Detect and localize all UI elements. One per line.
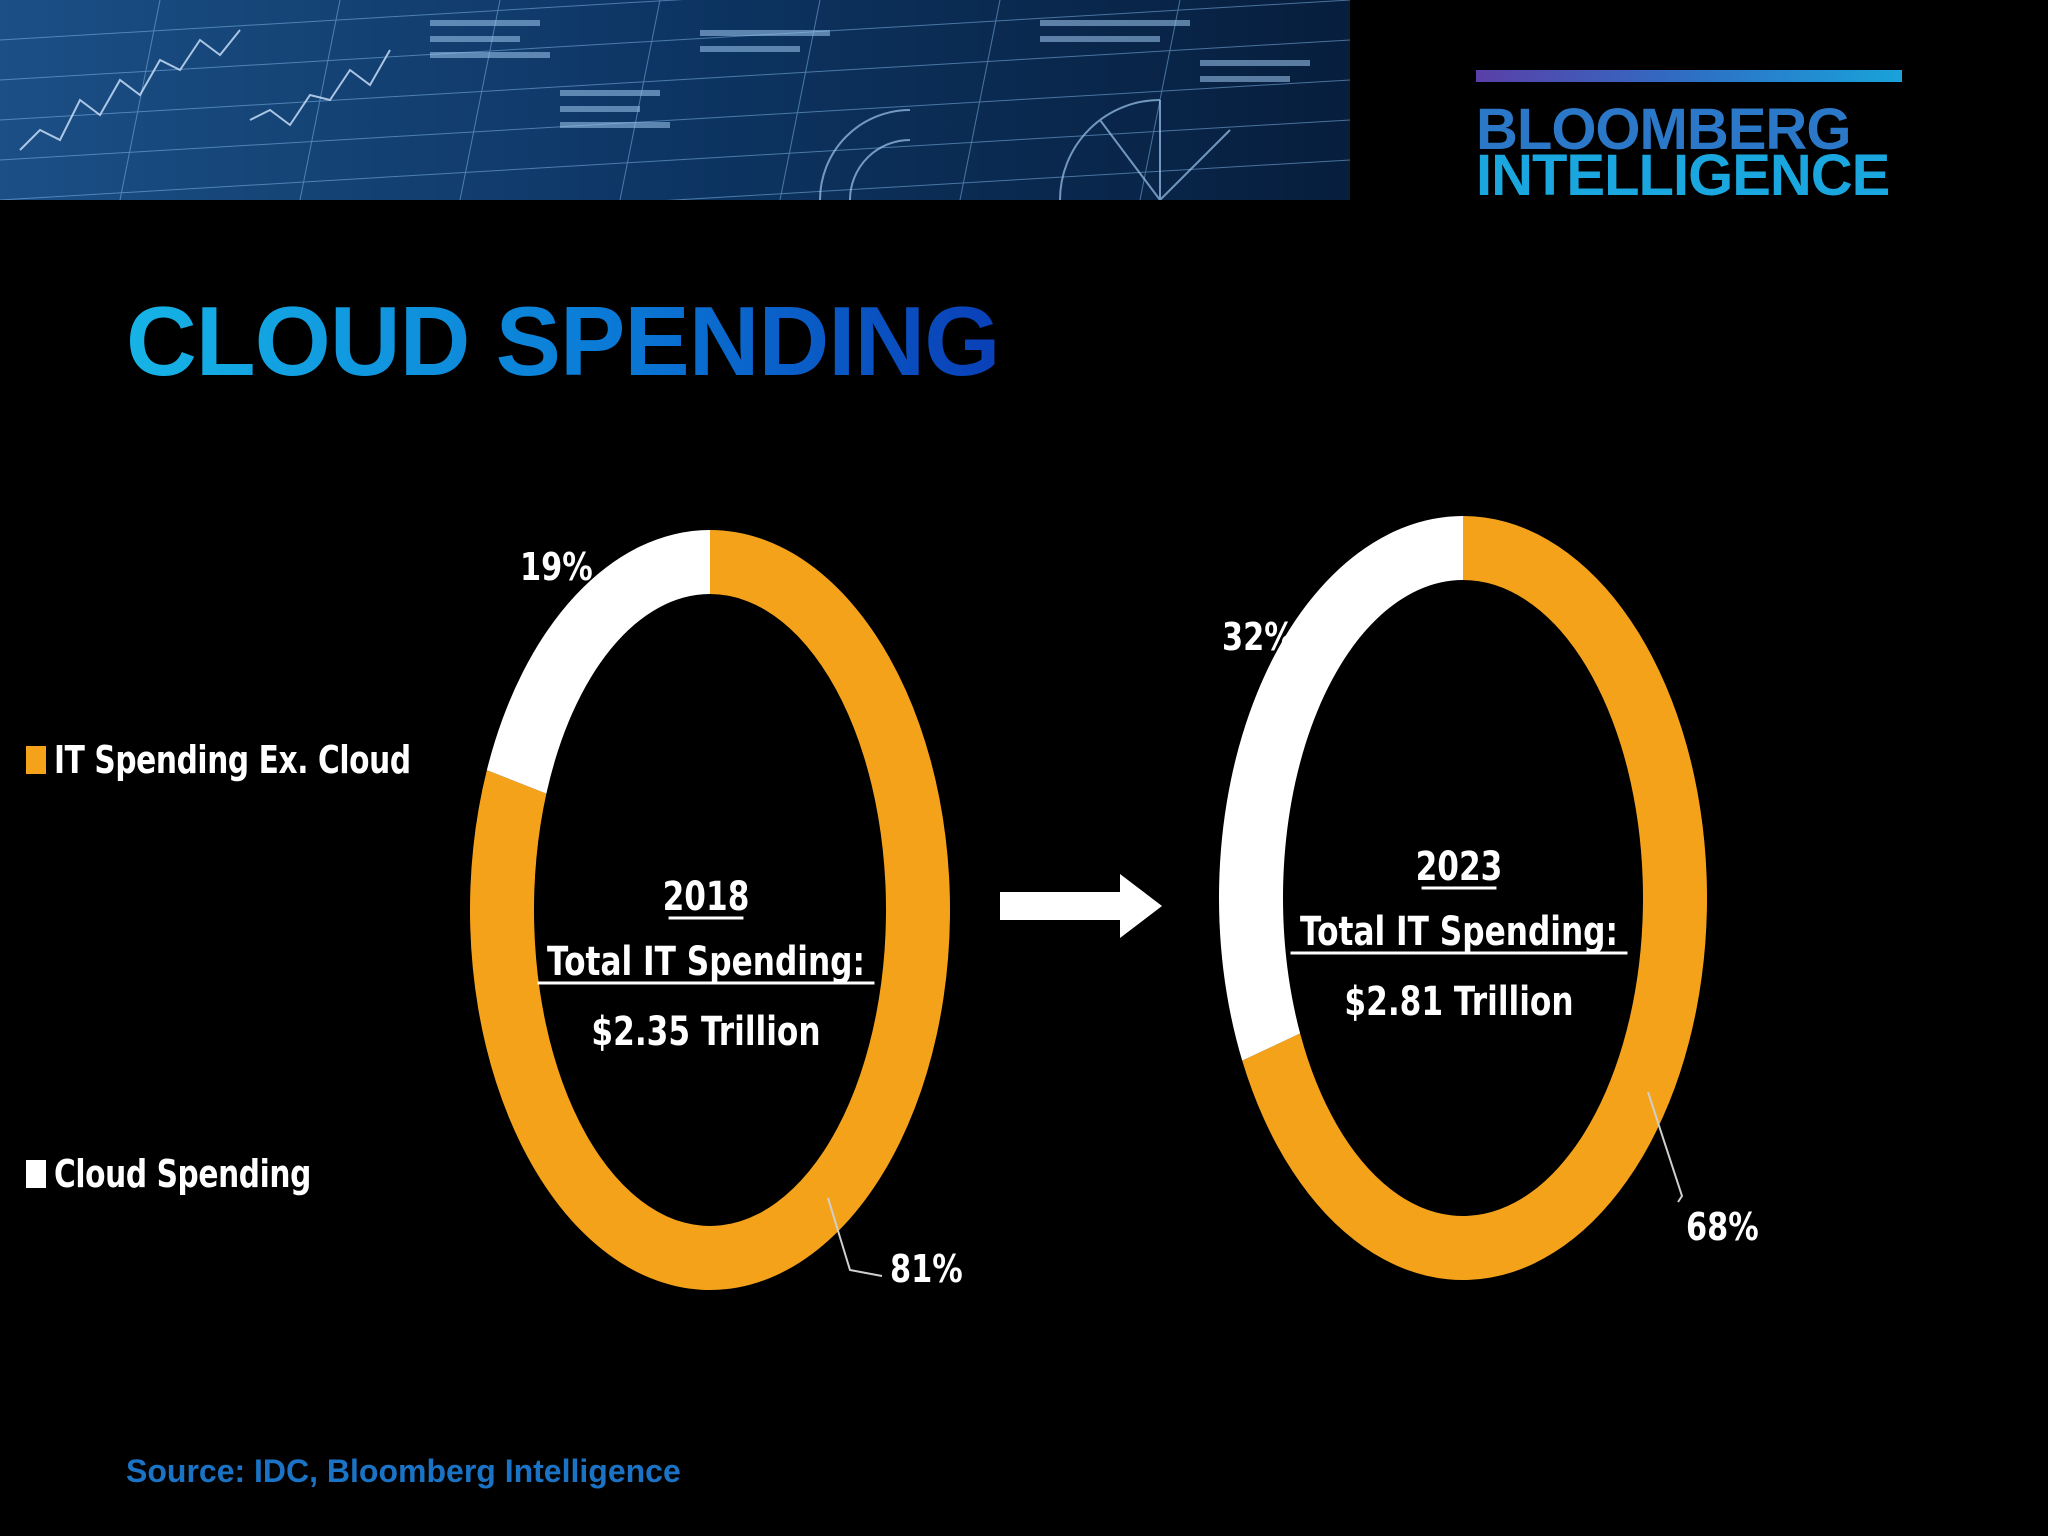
slice-label-2023-it-ex-cloud: 68% [1686,1206,1759,1250]
chart-legend: IT Spending Ex. Cloud Cloud Spending [26,720,446,1196]
leader-line-2023-it-ex-cloud [1647,1091,1684,1203]
legend-item-it-ex-cloud: IT Spending Ex. Cloud [26,738,511,782]
source-note: Source: IDC, Bloomberg Intelligence [126,1453,681,1489]
donut-slice-2023-it-ex-cloud [1242,516,1707,1280]
center-year-2018: 2018 [663,874,750,920]
slice-label-2023-cloud: 32% [1222,616,1295,660]
logo-text-line2: INTELLIGENCE [1476,143,1890,208]
legend-swatch-cloud [26,1160,46,1188]
legend-swatch-it-ex-cloud [26,746,46,774]
legend-label-it-ex-cloud: IT Spending Ex. Cloud [54,738,411,782]
slice-label-2018-it-ex-cloud: 81% [890,1248,963,1292]
slice-label-2018-cloud: 19% [520,546,593,590]
donut-slice-2018-cloud [486,530,710,794]
donut-chart-2023: 68% 32% 2023 Total IT Spending: $2.81 Trilli… [1219,516,1759,1280]
legend-item-cloud: Cloud Spending [26,1152,383,1196]
center-label-2018: Total IT Spending: [547,939,865,985]
donut-slice-2023-cloud [1219,516,1463,1061]
header-banner [0,0,1350,200]
logo-text-line1: BLOOMBERG [1476,97,1851,162]
leader-line-2018-it-ex-cloud [827,1197,883,1277]
center-value-2018: $2.35 Trillion [591,1009,820,1055]
logo-accent-bar [1476,70,1902,82]
slide-title: CLOUD SPENDING [126,286,1001,396]
financial-terminal-image [0,0,1350,200]
donut-slice-2018-it-ex-cloud [469,530,950,1290]
legend-label-cloud: Cloud Spending [54,1152,311,1196]
bloomberg-intelligence-logo: BLOOMBERG INTELLIGENCE [1476,70,1902,208]
donut-chart-2018: 81% 19% 2018 Total IT Spending: $2.35 Trilli… [469,530,963,1292]
arrow-icon [1000,874,1162,938]
center-label-2023: Total IT Spending: [1300,909,1618,955]
center-value-2023: $2.81 Trillion [1344,979,1573,1025]
center-year-2023: 2023 [1416,844,1503,890]
